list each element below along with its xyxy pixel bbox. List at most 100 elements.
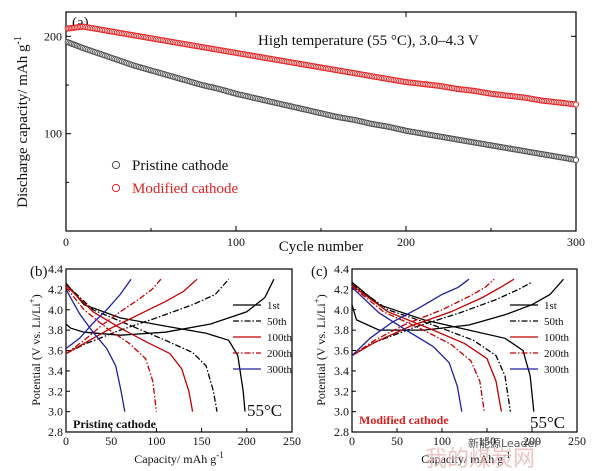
- y-tick-label: 3.8: [334, 323, 349, 337]
- panel-c-xlabel: Capacity/ mAh g-1: [421, 450, 510, 466]
- data-point: [572, 156, 580, 163]
- curve-50th-charge: [65, 278, 230, 355]
- panel-b-ylabel: Potential (V vs. Li/Li+): [27, 294, 43, 406]
- curve-1st-charge: [351, 278, 564, 331]
- curve-300th-discharge: [65, 289, 126, 412]
- x-tick-label: 200: [523, 434, 541, 448]
- y-tick-label: 4.2: [334, 282, 349, 296]
- legend-label-modified: Modified cathode: [132, 181, 239, 197]
- x-tick-label: 150: [478, 434, 496, 448]
- panel-b-legend: 1st 50th 100th 200th 300th: [233, 300, 293, 376]
- y-tick-label: 200: [44, 29, 62, 43]
- curve-50th-discharge: [65, 283, 218, 412]
- panel-b-note: Pristine cathode: [73, 417, 157, 431]
- curve-200th-discharge: [351, 285, 485, 412]
- x-tick-label: 100: [147, 434, 165, 448]
- panel-c-ylabel-group: Potential (V vs. Li/Li+): [312, 294, 328, 406]
- x-tick-label: 200: [397, 235, 415, 249]
- x-tick-label: 100: [433, 434, 451, 448]
- legend-label: 50th: [267, 316, 287, 328]
- panel-c-series: [351, 278, 564, 412]
- x-tick-label: 250: [568, 434, 586, 448]
- y-tick-label: 2.8: [334, 425, 349, 439]
- panel-a-ylabel-group: Discharge capacity/ mAh g-1: [13, 36, 31, 208]
- y-tick-label: 3.4: [48, 364, 63, 378]
- panel-b-label: (b): [30, 264, 48, 280]
- curve-300th-charge: [351, 278, 470, 357]
- y-tick-label: 4.0: [334, 303, 349, 317]
- x-tick-label: 0: [63, 235, 69, 249]
- legend-marker-pristine: [111, 160, 121, 170]
- series-modified: [64, 23, 580, 108]
- panel-c-ticks: 0 50 100 150 200 250 2.8 3.0 3.2 3.4 3.6 3.8 4.0 4.2 4…: [334, 262, 586, 448]
- legend-label: 1st: [267, 300, 280, 312]
- panel-b-temp: 55°C: [247, 401, 282, 420]
- legend-label: 200th: [267, 348, 293, 360]
- panel-b-series: [65, 278, 275, 412]
- panel-a-xlabel: Cycle number: [279, 239, 364, 255]
- legend-label: 1st: [544, 300, 557, 312]
- legend-label-pristine: Pristine cathode: [132, 158, 229, 174]
- panel-c-temp: 55°C: [530, 413, 565, 432]
- x-tick-label: 0: [349, 434, 355, 448]
- panel-c-note: Modified cathode: [359, 413, 449, 427]
- panel-a-series: [64, 23, 580, 163]
- watermark-handle: 新能源Leader: [468, 436, 539, 450]
- curve-100th-charge: [351, 278, 515, 357]
- curve-50th-discharge: [351, 283, 512, 412]
- y-tick-label: 3.6: [334, 344, 349, 358]
- legend-label: 200th: [544, 348, 570, 360]
- panel-b-xlabel: Capacity/ mAh g-1: [134, 450, 223, 466]
- curve-1st-discharge: [351, 281, 535, 412]
- panel-c-ylabel: Potential (V vs. Li/Li+): [312, 294, 328, 406]
- y-tick-label: 4.4: [48, 262, 63, 276]
- y-tick-label: 3.0: [334, 405, 349, 419]
- curve-200th-charge: [65, 278, 162, 355]
- curve-200th-charge: [351, 278, 495, 357]
- curve-100th-discharge: [351, 284, 503, 412]
- panel-a: (a) High temperature (55 °C), 3.0–4.3 V …: [13, 11, 585, 255]
- y-tick-label: 3.2: [334, 384, 349, 398]
- legend-label: 300th: [544, 364, 570, 376]
- panel-c-legend: 1st 50th 100th 200th 300th: [510, 300, 570, 376]
- curve-300th-discharge: [351, 286, 463, 412]
- x-tick-label: 50: [391, 434, 403, 448]
- y-tick-label: 3.2: [48, 384, 63, 398]
- y-tick-label: 100: [44, 127, 62, 141]
- panel-a-legend: Pristine cathode Modified cathode: [111, 158, 239, 197]
- curve-100th-charge: [65, 278, 198, 355]
- panel-c: (c) Modified cathode 55°C 0 50 100 150 200 25…: [311, 262, 586, 466]
- watermark-text: 我的煤炭网: [425, 447, 535, 471]
- x-tick-label: 250: [283, 434, 301, 448]
- panel-a-ylabel: Discharge capacity/ mAh g-1: [13, 36, 31, 208]
- y-tick-label: 3.8: [48, 323, 63, 337]
- legend-marker-modified: [111, 183, 121, 193]
- curve-200th-discharge: [65, 286, 158, 412]
- panel-c-label: (c): [311, 264, 328, 280]
- curve-1st-discharge: [65, 282, 246, 412]
- y-tick-label: 4.4: [334, 262, 349, 276]
- curve-50th-charge: [351, 281, 533, 357]
- panel-b: (b) Pristine cathode 55°C 0 50 100 150 200 25…: [27, 262, 301, 466]
- x-tick-label: 100: [227, 235, 245, 249]
- y-tick-label: 3.6: [48, 344, 63, 358]
- legend-label: 100th: [544, 332, 570, 344]
- data-point: [572, 101, 580, 108]
- x-tick-label: 200: [238, 434, 256, 448]
- curve-100th-discharge: [65, 284, 194, 412]
- panel-a-ticks: 0 100 200 300 100 200: [44, 12, 585, 249]
- curve-300th-charge: [65, 278, 132, 350]
- y-tick-label: 3.0: [48, 405, 63, 419]
- panel-b-ylabel-group: Potential (V vs. Li/Li+): [27, 294, 43, 406]
- x-tick-label: 50: [105, 434, 117, 448]
- panel-a-annotation: High temperature (55 °C), 3.0–4.3 V: [258, 33, 479, 49]
- y-tick-label: 4.0: [48, 303, 63, 317]
- x-tick-label: 150: [193, 434, 211, 448]
- y-tick-label: 3.4: [334, 364, 349, 378]
- x-tick-label: 0: [63, 434, 69, 448]
- y-tick-label: 2.8: [48, 425, 63, 439]
- legend-label: 100th: [267, 332, 293, 344]
- series-pristine: [64, 39, 580, 163]
- legend-label: 300th: [267, 364, 293, 376]
